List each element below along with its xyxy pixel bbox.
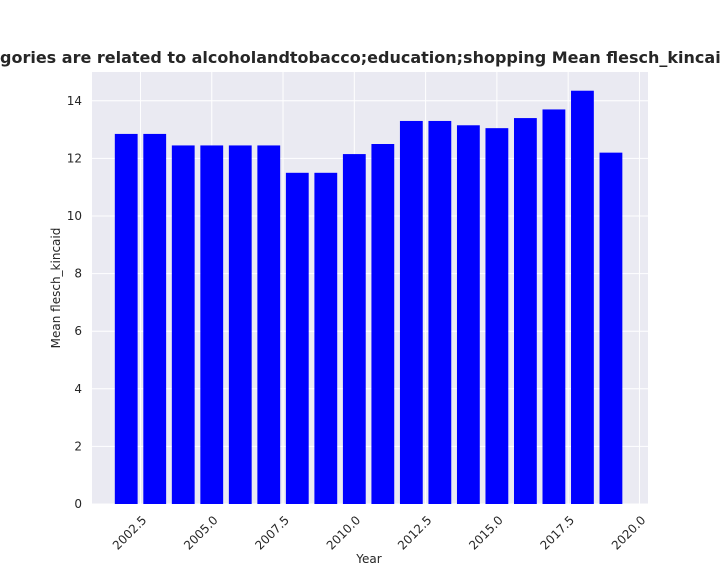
y-tick-label: 4	[74, 382, 82, 396]
bar	[200, 145, 224, 504]
bar	[228, 145, 252, 504]
y-axis-label: Mean flesch_kincaid	[49, 228, 63, 349]
bar	[171, 145, 195, 504]
x-tick-label: 2005.0	[181, 513, 221, 553]
bar	[342, 154, 366, 504]
bar	[513, 118, 537, 504]
bar	[285, 172, 309, 505]
x-tick-label: 2015.0	[466, 513, 506, 553]
y-tick-label: 8	[74, 267, 82, 281]
y-tick-label: 10	[67, 209, 82, 223]
bar	[371, 144, 395, 504]
bar	[599, 152, 623, 504]
bar	[314, 172, 338, 505]
bar	[571, 90, 594, 504]
bar	[485, 128, 509, 504]
bar	[143, 133, 167, 505]
y-tick-label: 6	[74, 324, 82, 338]
bars	[114, 90, 623, 505]
y-tick-label: 12	[67, 151, 82, 165]
x-tick-label: 2020.0	[609, 513, 649, 553]
x-tick-label: 2012.5	[395, 513, 435, 553]
y-tick-label: 0	[74, 497, 82, 511]
bar	[114, 133, 138, 505]
y-tick-label: 2	[74, 439, 82, 453]
bar	[542, 109, 566, 504]
y-tick-label: 14	[67, 94, 82, 108]
x-tick-label: 2010.0	[324, 513, 364, 553]
x-tick-label: 2007.5	[252, 513, 292, 553]
bar	[428, 120, 452, 505]
bar	[399, 120, 423, 505]
chart-title: gories are related to alcoholandtobacco;…	[0, 48, 720, 67]
bar	[456, 125, 480, 504]
x-tick-label: 2002.5	[110, 513, 150, 553]
x-tick-label: 2017.5	[538, 513, 578, 553]
bar	[257, 145, 281, 504]
x-axis-label: Year	[355, 552, 381, 566]
